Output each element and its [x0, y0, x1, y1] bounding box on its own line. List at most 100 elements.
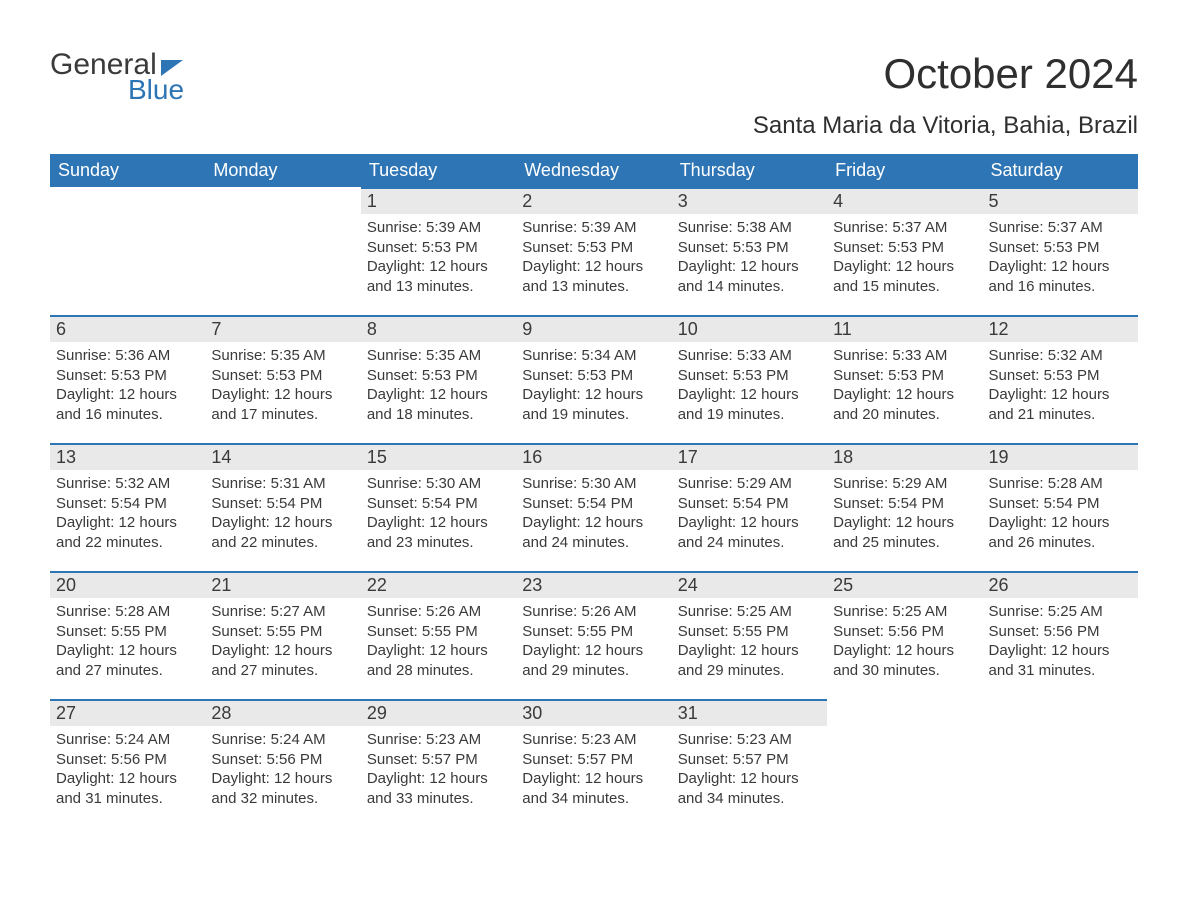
sunset-value: 5:55 PM: [577, 623, 633, 640]
day-number: 12: [983, 315, 1138, 342]
location-subtitle: Santa Maria da Vitoria, Bahia, Brazil: [753, 112, 1138, 140]
sunset-value: 5:53 PM: [266, 367, 322, 384]
sunrise-value: 5:37 AM: [1048, 219, 1103, 236]
day-number: 8: [361, 315, 516, 342]
daylight-value: 12 hours and 32 minutes.: [211, 770, 332, 807]
daylight-line: Daylight: 12 hours and 29 minutes.: [522, 641, 665, 680]
daylight-line: Daylight: 12 hours and 27 minutes.: [211, 641, 354, 680]
calendar-cell: 26Sunrise: 5:25 AMSunset: 5:56 PMDayligh…: [983, 571, 1138, 699]
weekday-header: Friday: [827, 154, 982, 187]
sunrise-line: Sunrise: 5:33 AM: [678, 346, 821, 366]
daylight-line: Daylight: 12 hours and 14 minutes.: [678, 257, 821, 296]
day-details: Sunrise: 5:34 AMSunset: 5:53 PMDaylight:…: [516, 342, 671, 430]
day-number: 5: [983, 187, 1138, 214]
daylight-value: 12 hours and 20 minutes.: [833, 386, 954, 423]
day-number: 29: [361, 699, 516, 726]
calendar-cell: 10Sunrise: 5:33 AMSunset: 5:53 PMDayligh…: [672, 315, 827, 443]
day-details: Sunrise: 5:23 AMSunset: 5:57 PMDaylight:…: [672, 726, 827, 814]
sunset-value: 5:53 PM: [888, 367, 944, 384]
daylight-line: Daylight: 12 hours and 25 minutes.: [833, 513, 976, 552]
sunrise-line: Sunrise: 5:28 AM: [989, 474, 1132, 494]
daylight-value: 12 hours and 24 minutes.: [678, 514, 799, 551]
sunset-value: 5:54 PM: [733, 495, 789, 512]
sunrise-line: Sunrise: 5:30 AM: [522, 474, 665, 494]
day-number: 26: [983, 571, 1138, 598]
sunrise-value: 5:23 AM: [581, 731, 636, 748]
sunrise-line: Sunrise: 5:29 AM: [678, 474, 821, 494]
sunrise-value: 5:23 AM: [426, 731, 481, 748]
day-details: Sunrise: 5:29 AMSunset: 5:54 PMDaylight:…: [827, 470, 982, 558]
daylight-value: 12 hours and 22 minutes.: [56, 514, 177, 551]
sunset-value: 5:53 PM: [733, 367, 789, 384]
sunset-line: Sunset: 5:55 PM: [678, 622, 821, 642]
sunrise-line: Sunrise: 5:32 AM: [989, 346, 1132, 366]
sunset-value: 5:54 PM: [266, 495, 322, 512]
sunrise-line: Sunrise: 5:23 AM: [678, 730, 821, 750]
sunrise-value: 5:24 AM: [115, 731, 170, 748]
daylight-value: 12 hours and 33 minutes.: [367, 770, 488, 807]
daylight-line: Daylight: 12 hours and 19 minutes.: [678, 385, 821, 424]
sunrise-line: Sunrise: 5:28 AM: [56, 602, 199, 622]
sunset-line: Sunset: 5:54 PM: [56, 494, 199, 514]
daylight-value: 12 hours and 31 minutes.: [56, 770, 177, 807]
day-number: 16: [516, 443, 671, 470]
day-details: Sunrise: 5:24 AMSunset: 5:56 PMDaylight:…: [205, 726, 360, 814]
sunset-line: Sunset: 5:54 PM: [522, 494, 665, 514]
day-number: 18: [827, 443, 982, 470]
sunset-line: Sunset: 5:55 PM: [56, 622, 199, 642]
day-details: Sunrise: 5:39 AMSunset: 5:53 PMDaylight:…: [516, 214, 671, 302]
day-number: 21: [205, 571, 360, 598]
sunset-line: Sunset: 5:54 PM: [367, 494, 510, 514]
sunset-line: Sunset: 5:54 PM: [678, 494, 821, 514]
sunrise-line: Sunrise: 5:24 AM: [211, 730, 354, 750]
sunrise-line: Sunrise: 5:36 AM: [56, 346, 199, 366]
sunset-value: 5:57 PM: [422, 751, 478, 768]
calendar-week-row: 27Sunrise: 5:24 AMSunset: 5:56 PMDayligh…: [50, 699, 1138, 827]
calendar-cell: 7Sunrise: 5:35 AMSunset: 5:53 PMDaylight…: [205, 315, 360, 443]
day-number: 14: [205, 443, 360, 470]
daylight-value: 12 hours and 13 minutes.: [522, 258, 643, 295]
sunset-value: 5:53 PM: [1044, 367, 1100, 384]
sunset-value: 5:54 PM: [1044, 495, 1100, 512]
calendar-cell: 11Sunrise: 5:33 AMSunset: 5:53 PMDayligh…: [827, 315, 982, 443]
title-block: October 2024 Santa Maria da Vitoria, Bah…: [753, 50, 1138, 140]
sunrise-line: Sunrise: 5:39 AM: [367, 218, 510, 238]
sunrise-value: 5:25 AM: [1048, 603, 1103, 620]
day-details: Sunrise: 5:23 AMSunset: 5:57 PMDaylight:…: [361, 726, 516, 814]
daylight-value: 12 hours and 29 minutes.: [678, 642, 799, 679]
sunrise-value: 5:24 AM: [271, 731, 326, 748]
day-number: 22: [361, 571, 516, 598]
daylight-value: 12 hours and 13 minutes.: [367, 258, 488, 295]
weekday-header: Monday: [205, 154, 360, 187]
sunrise-value: 5:31 AM: [271, 475, 326, 492]
day-details: Sunrise: 5:39 AMSunset: 5:53 PMDaylight:…: [361, 214, 516, 302]
sunset-value: 5:57 PM: [577, 751, 633, 768]
sunset-value: 5:53 PM: [577, 367, 633, 384]
day-details: Sunrise: 5:23 AMSunset: 5:57 PMDaylight:…: [516, 726, 671, 814]
calendar-cell: 22Sunrise: 5:26 AMSunset: 5:55 PMDayligh…: [361, 571, 516, 699]
sunset-value: 5:55 PM: [111, 623, 167, 640]
day-number: 9: [516, 315, 671, 342]
calendar-cell: 9Sunrise: 5:34 AMSunset: 5:53 PMDaylight…: [516, 315, 671, 443]
day-number: 7: [205, 315, 360, 342]
calendar-cell: 16Sunrise: 5:30 AMSunset: 5:54 PMDayligh…: [516, 443, 671, 571]
sunrise-value: 5:26 AM: [426, 603, 481, 620]
daylight-line: Daylight: 12 hours and 22 minutes.: [211, 513, 354, 552]
header: General Blue October 2024 Santa Maria da…: [50, 50, 1138, 140]
calendar-cell: 18Sunrise: 5:29 AMSunset: 5:54 PMDayligh…: [827, 443, 982, 571]
sunset-line: Sunset: 5:54 PM: [211, 494, 354, 514]
day-details: Sunrise: 5:33 AMSunset: 5:53 PMDaylight:…: [827, 342, 982, 430]
day-details: Sunrise: 5:26 AMSunset: 5:55 PMDaylight:…: [516, 598, 671, 686]
sunset-value: 5:53 PM: [422, 239, 478, 256]
sunrise-line: Sunrise: 5:23 AM: [367, 730, 510, 750]
sunset-value: 5:54 PM: [111, 495, 167, 512]
sunset-line: Sunset: 5:56 PM: [833, 622, 976, 642]
daylight-line: Daylight: 12 hours and 22 minutes.: [56, 513, 199, 552]
sunrise-value: 5:32 AM: [1048, 347, 1103, 364]
day-number: 31: [672, 699, 827, 726]
calendar-cell: 30Sunrise: 5:23 AMSunset: 5:57 PMDayligh…: [516, 699, 671, 827]
daylight-line: Daylight: 12 hours and 28 minutes.: [367, 641, 510, 680]
sunrise-value: 5:29 AM: [892, 475, 947, 492]
sunset-value: 5:56 PM: [1044, 623, 1100, 640]
day-details: Sunrise: 5:38 AMSunset: 5:53 PMDaylight:…: [672, 214, 827, 302]
